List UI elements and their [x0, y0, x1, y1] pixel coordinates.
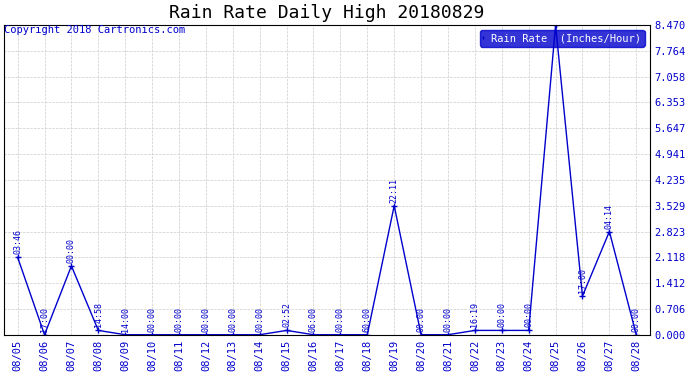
Text: 22:11: 22:11: [390, 178, 399, 203]
Text: 17:00: 17:00: [578, 268, 587, 293]
Text: 00:00: 00:00: [444, 307, 453, 332]
Text: 02:52: 02:52: [282, 303, 291, 327]
Text: 03:46: 03:46: [13, 230, 22, 254]
Text: 00:00: 00:00: [175, 307, 184, 332]
Text: 17:00: 17:00: [40, 307, 49, 332]
Text: 00:00: 00:00: [67, 238, 76, 263]
Text: 60:00: 60:00: [363, 307, 372, 332]
Text: 00:00: 00:00: [201, 307, 210, 332]
Text: 00:00: 00:00: [336, 307, 345, 332]
Text: 00:00: 00:00: [228, 307, 237, 332]
Text: 16:19: 16:19: [471, 303, 480, 327]
Text: 00:00: 00:00: [148, 307, 157, 332]
Text: 14:58: 14:58: [94, 303, 103, 327]
Legend: Rain Rate  (Inches/Hour): Rain Rate (Inches/Hour): [480, 30, 644, 46]
Title: Rain Rate Daily High 20180829: Rain Rate Daily High 20180829: [169, 4, 484, 22]
Text: Copyright 2018 Cartronics.com: Copyright 2018 Cartronics.com: [4, 25, 186, 35]
Text: 14:00: 14:00: [121, 307, 130, 332]
Text: 00:00: 00:00: [255, 307, 264, 332]
Text: 00:00: 00:00: [417, 307, 426, 332]
Text: 00:00: 00:00: [497, 303, 506, 327]
Text: 06:00: 06:00: [309, 307, 318, 332]
Text: 04:14: 04:14: [605, 204, 614, 229]
Text: 00:00: 00:00: [524, 303, 533, 327]
Text: 00:00: 00:00: [632, 307, 641, 332]
